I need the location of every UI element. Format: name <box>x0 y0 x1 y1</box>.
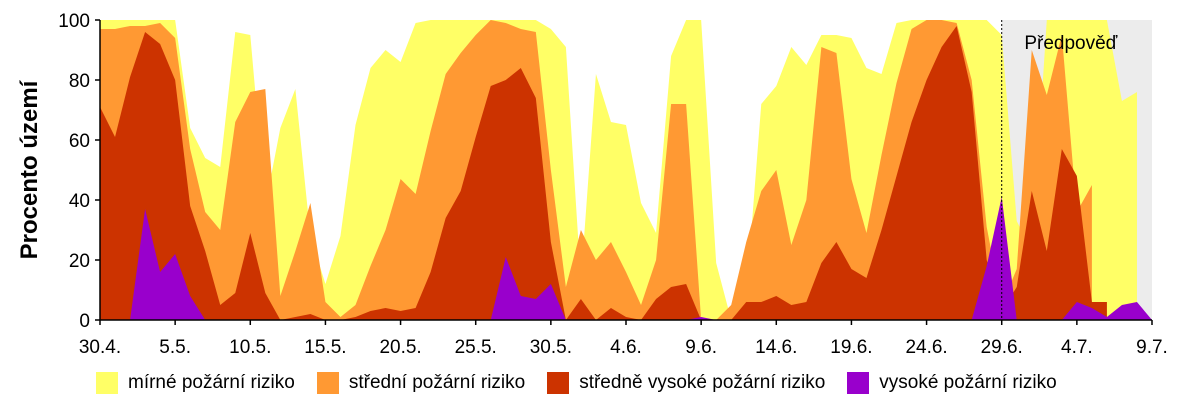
x-tick-label: 24.6. <box>905 337 947 358</box>
x-tick-label: 9.6. <box>685 337 717 358</box>
legend-item: mírné požární riziko <box>96 372 295 394</box>
legend-swatch <box>847 372 870 394</box>
area-series-středně-vysoké-požární-riziko <box>100 26 1107 320</box>
legend-item: středně vysoké požární riziko <box>547 372 825 394</box>
y-tick-label: 100 <box>58 11 90 32</box>
area-series-střední-požární-riziko <box>100 20 1092 320</box>
y-tick-label: 0 <box>79 311 90 332</box>
legend-swatch <box>316 372 339 394</box>
y-tick-label: 20 <box>69 251 90 272</box>
legend-item: střední požární riziko <box>316 372 526 394</box>
x-tick-label: 30.5. <box>530 337 572 358</box>
x-tick-label: 19.6. <box>830 337 872 358</box>
legend-label: středně vysoké požární riziko <box>579 372 826 393</box>
x-tick-label: 4.7. <box>1061 337 1093 358</box>
x-tick-label: 10.5. <box>229 337 271 358</box>
legend: mírné požární riziko střední požární rizi… <box>96 372 1079 394</box>
stacked-area-chart: Předpověď 0 20 40 60 80 100 30.4. 5.5. 10.5. 15.5.… <box>16 11 1168 358</box>
x-tick-label: 20.5. <box>379 337 421 358</box>
x-tick-label: 4.6. <box>610 337 642 358</box>
legend-label: mírné požární riziko <box>128 372 295 393</box>
legend-swatch <box>547 372 570 394</box>
x-tick-label: 14.6. <box>755 337 797 358</box>
x-tick-label: 15.5. <box>304 337 346 358</box>
y-tick-label: 60 <box>69 131 90 152</box>
x-tick-label: 30.4. <box>79 337 121 358</box>
x-tick-label: 9.7. <box>1136 337 1168 358</box>
legend-swatch <box>96 372 118 394</box>
legend-item: vysoké požární riziko <box>847 372 1057 394</box>
legend-label: vysoké požární riziko <box>879 372 1057 393</box>
y-tick-label: 80 <box>69 71 90 92</box>
y-axis-label: Procento území <box>16 79 43 259</box>
x-tick-label: 29.6. <box>981 337 1023 358</box>
x-tick-label: 25.5. <box>455 337 497 358</box>
y-tick-label: 40 <box>69 191 90 212</box>
legend-label: střední požární riziko <box>348 372 526 393</box>
x-tick-label: 5.5. <box>159 337 191 358</box>
forecast-label: Předpověď <box>1024 33 1117 54</box>
